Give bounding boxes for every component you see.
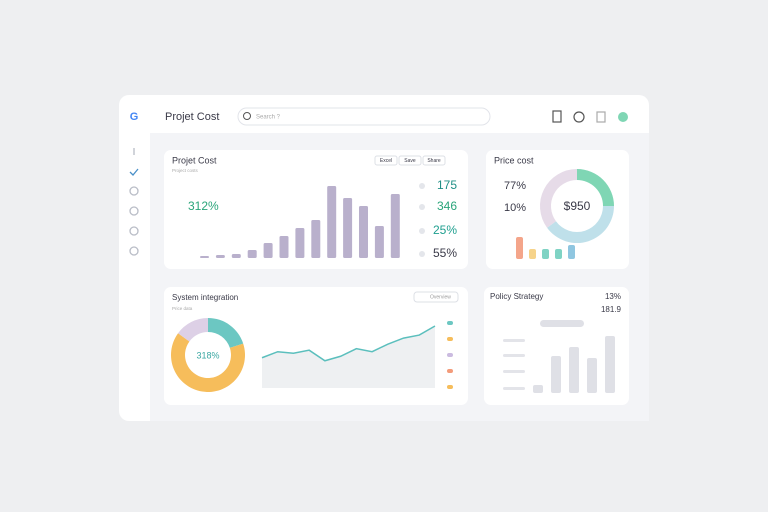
card-subtitle: Project costs	[172, 168, 199, 173]
card-title: Price cost	[494, 155, 534, 165]
icon[interactable]	[129, 246, 139, 256]
bar	[231, 254, 241, 258]
legend-dot	[447, 337, 453, 341]
bar	[374, 226, 384, 258]
icon[interactable]	[618, 112, 628, 122]
stat: 55%	[433, 246, 457, 260]
icon[interactable]	[573, 111, 585, 123]
stat: 181.9	[601, 305, 622, 314]
stat-icon	[419, 204, 425, 210]
row-line	[503, 339, 525, 342]
button-label: Excel	[380, 158, 392, 164]
button-label: Save	[404, 158, 416, 164]
sidebar-icons	[129, 148, 139, 256]
bar	[200, 256, 209, 258]
donut-segment	[178, 318, 208, 342]
bar	[390, 194, 400, 258]
row-line	[503, 370, 525, 373]
donut-center: 318%	[196, 350, 219, 360]
area	[262, 326, 435, 388]
bar	[343, 198, 353, 258]
icon[interactable]	[129, 206, 139, 216]
line	[261, 325, 436, 362]
legend-dot	[447, 353, 453, 357]
donut-center: $950	[564, 199, 591, 213]
bar	[247, 250, 257, 258]
icon[interactable]	[129, 226, 139, 236]
stat: 77%	[504, 180, 526, 192]
search-box[interactable]	[237, 107, 491, 126]
bar	[533, 385, 543, 393]
card-subtitle: Price data	[172, 306, 193, 311]
row-line	[503, 387, 525, 390]
stat: 175	[437, 178, 457, 192]
bar	[569, 347, 579, 393]
bar	[215, 255, 225, 258]
button-label: Share	[427, 158, 441, 164]
bar	[279, 236, 289, 258]
donut-segment	[577, 169, 614, 206]
bar	[605, 336, 615, 393]
button[interactable]	[398, 155, 422, 166]
icon[interactable]	[129, 186, 139, 196]
search-icon	[243, 112, 251, 120]
row-line	[503, 354, 525, 357]
legend-dot	[447, 385, 453, 389]
card-title: Projet Cost	[172, 155, 217, 165]
bar	[295, 228, 305, 258]
bar	[311, 220, 321, 258]
dropdown[interactable]	[413, 291, 459, 303]
headline: 312%	[188, 199, 219, 213]
stat: 25%	[433, 223, 457, 237]
button[interactable]	[374, 155, 398, 166]
search-placeholder: Search ?	[256, 115, 281, 121]
bar	[359, 206, 368, 258]
stat: 10%	[504, 202, 526, 214]
card-title: System integration	[172, 293, 238, 302]
app-title: Projet Cost	[165, 111, 219, 123]
logo: G	[130, 111, 139, 123]
pill	[540, 320, 584, 327]
bar	[327, 186, 337, 258]
donut-segment	[208, 318, 244, 348]
icon[interactable]	[552, 110, 562, 123]
icon[interactable]	[596, 111, 606, 123]
dropdown-label: Overview	[430, 294, 451, 300]
header-icons	[552, 110, 628, 123]
icon[interactable]	[129, 168, 139, 176]
stat: 346	[437, 199, 457, 213]
stat-icon	[419, 251, 425, 257]
bar	[551, 356, 561, 393]
bar	[263, 243, 273, 258]
donut-segment	[171, 333, 246, 392]
bar	[587, 358, 597, 393]
donut-segment	[540, 169, 577, 228]
card-title: Policy Strategy	[490, 292, 543, 301]
stat: 13%	[605, 292, 621, 301]
stat-icon	[419, 183, 425, 189]
legend-dot	[447, 369, 453, 373]
button[interactable]	[422, 155, 446, 166]
stat-icon	[419, 228, 425, 234]
legend-dot	[447, 321, 453, 325]
bar	[568, 245, 575, 259]
donut-segment	[547, 206, 614, 244]
bar	[516, 237, 523, 259]
bar	[529, 249, 536, 259]
bar	[542, 249, 549, 259]
bar	[555, 249, 562, 259]
